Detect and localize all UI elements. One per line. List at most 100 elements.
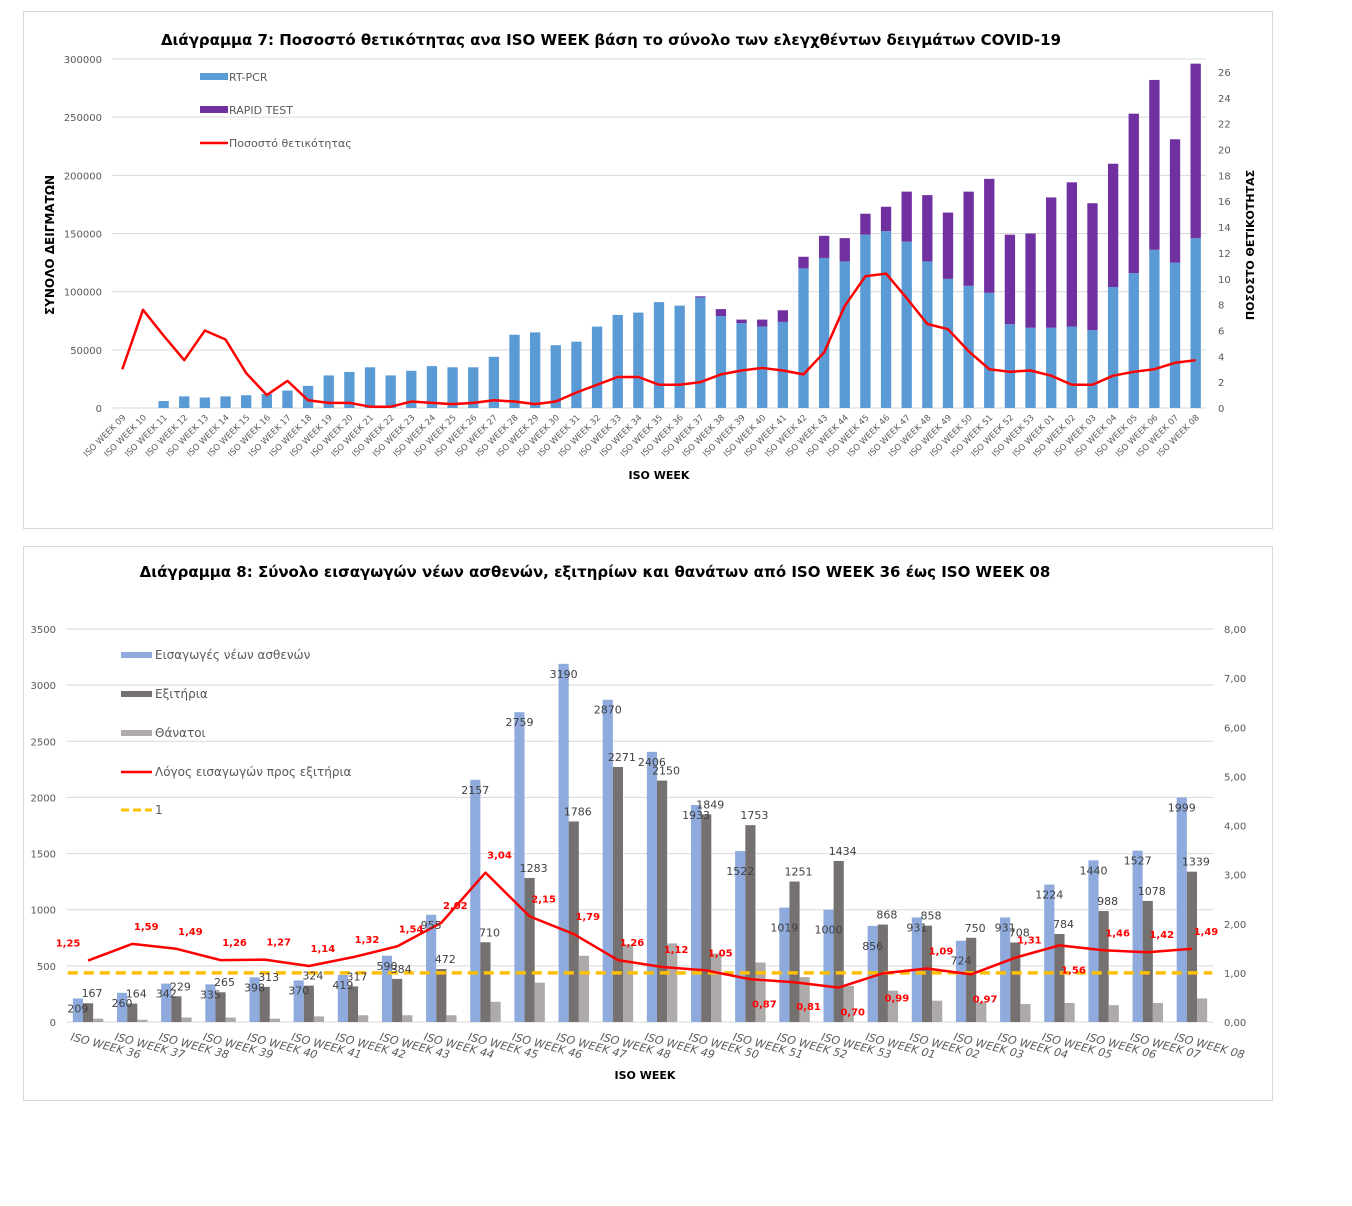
legend-label-admissions: Εισαγωγές νέων ασθενών [155, 648, 311, 662]
legend-swatch-admissions [121, 652, 152, 658]
data-label-admissions: 2406 [638, 756, 666, 769]
bar-rt-pcr [798, 268, 809, 408]
bar-discharges [436, 969, 447, 1022]
y-tick-label: 300000 [64, 55, 102, 66]
bar-rt-pcr [591, 326, 603, 408]
bar-rt-pcr [571, 341, 582, 408]
bar-rt-pcr [736, 323, 747, 408]
data-label-admissions: 590 [376, 960, 397, 973]
y2-tick-label: 18 [1218, 171, 1231, 182]
bar-rt-pcr [426, 366, 438, 408]
y-tick-label: 1500 [31, 850, 56, 861]
bar-rt-pcr [344, 371, 355, 408]
data-label-admissions: 260 [112, 997, 133, 1010]
bar-deaths [1197, 998, 1208, 1022]
y2-tick-label: 7,00 [1224, 674, 1246, 685]
data-label-discharges: 313 [258, 971, 279, 984]
y-tick-label: 150000 [64, 230, 102, 241]
bar-rapid-test [715, 309, 727, 317]
data-label-admissions: 1000 [815, 924, 843, 937]
bar-deaths [225, 1017, 236, 1022]
chart-8-title: Διάγραμμα 8: Σύνολο εισαγωγών νέων ασθεν… [140, 563, 1051, 581]
data-label-admissions: 856 [862, 940, 883, 953]
bar-deaths [799, 977, 810, 1022]
bar-discharges [1098, 911, 1109, 1022]
bar-rt-pcr [1087, 330, 1098, 408]
bar-deaths [93, 1018, 104, 1022]
bar-discharges [215, 992, 226, 1022]
bar-rt-pcr [1046, 327, 1057, 408]
data-label-discharges: 2271 [608, 751, 636, 764]
legend-label-reference-one: 1 [155, 803, 163, 817]
legend-swatch-rapid-test [200, 106, 228, 113]
bar-rapid-test [1107, 163, 1119, 288]
data-label-ratio: 1,42 [1149, 930, 1174, 941]
bar-rt-pcr [241, 395, 252, 408]
data-label-admissions: 2870 [594, 704, 622, 717]
bar-admissions [514, 712, 525, 1022]
bar-deaths [269, 1018, 280, 1022]
data-label-admissions: 370 [288, 984, 309, 997]
bar-discharges [745, 825, 756, 1022]
legend-label-rapid-test: RAPID TEST [229, 104, 293, 117]
bar-admissions [1132, 850, 1143, 1022]
bar-deaths [534, 982, 545, 1022]
bar-deaths [711, 953, 722, 1022]
data-label-discharges: 784 [1053, 918, 1074, 931]
bar-rapid-test [1128, 113, 1139, 274]
bar-discharges [171, 996, 182, 1022]
y-tick-label: 2500 [31, 737, 56, 748]
y2-tick-label: 12 [1218, 249, 1231, 260]
bar-rt-pcr [488, 356, 500, 408]
y2-tick-label: 14 [1218, 223, 1231, 234]
bar-rapid-test [880, 206, 892, 232]
legend-swatch-rt-pcr [200, 73, 228, 80]
bar-rt-pcr [633, 312, 644, 408]
data-label-admissions: 955 [421, 919, 442, 932]
data-label-discharges: 1251 [785, 866, 813, 879]
bar-rapid-test [736, 319, 747, 324]
bar-deaths [976, 1001, 987, 1022]
chart-8-svg: Διάγραμμα 8: Σύνολο εισαγωγών νέων ασθεν… [31, 563, 1247, 1082]
data-label-admissions: 209 [67, 1003, 88, 1016]
data-label-ratio: 1,56 [1061, 965, 1086, 976]
bar-discharges [127, 1003, 138, 1022]
bar-rt-pcr [468, 367, 479, 408]
data-label-discharges: 988 [1097, 895, 1118, 908]
y-tick-label: 500 [37, 962, 56, 973]
bar-discharges [966, 937, 977, 1022]
bar-admissions [72, 998, 83, 1022]
bar-rt-pcr [1149, 249, 1160, 408]
y-tick-label: 3000 [31, 681, 56, 692]
bar-rapid-test [984, 178, 995, 293]
bar-rt-pcr [1128, 273, 1139, 408]
legend-item-reference-one: 1 [121, 803, 163, 817]
bar-rapid-test [922, 195, 933, 262]
data-label-ratio: 1,26 [222, 938, 247, 949]
chart-7-svg: Διάγραμμα 7: Ποσοστό θετικότητας ανα ISO… [43, 31, 1257, 482]
bar-discharges [568, 821, 579, 1022]
bar-rt-pcr [1066, 326, 1077, 408]
bar-admissions [955, 940, 967, 1022]
bar-discharges [1186, 871, 1198, 1022]
bar-rapid-test [1025, 233, 1036, 328]
chart-8-x-axis-title: ISO WEEK [615, 1069, 676, 1082]
data-label-admissions: 1440 [1079, 864, 1107, 877]
bar-rapid-test [942, 212, 954, 279]
bar-deaths [181, 1017, 192, 1022]
bar-rt-pcr [653, 302, 665, 408]
legend-item-rapid-test: RAPID TEST [200, 104, 293, 117]
bar-rapid-test [839, 238, 850, 262]
chart-7-legend: RT-PCR RAPID TEST Ποσοστό θετικότητας [200, 71, 352, 150]
bar-rapid-test [963, 191, 974, 286]
bar-rt-pcr [406, 370, 417, 408]
data-label-discharges: 1849 [696, 798, 724, 811]
bar-discharges [789, 881, 800, 1022]
y2-tick-label: 4,00 [1224, 822, 1246, 833]
data-label-admissions: 1019 [770, 922, 798, 935]
legend-swatch-deaths [121, 730, 152, 736]
y2-tick-label: 22 [1218, 120, 1231, 131]
y2-tick-label: 1,00 [1224, 969, 1246, 980]
data-label-ratio: 1,14 [311, 944, 336, 955]
y2-tick-label: 24 [1218, 94, 1231, 105]
